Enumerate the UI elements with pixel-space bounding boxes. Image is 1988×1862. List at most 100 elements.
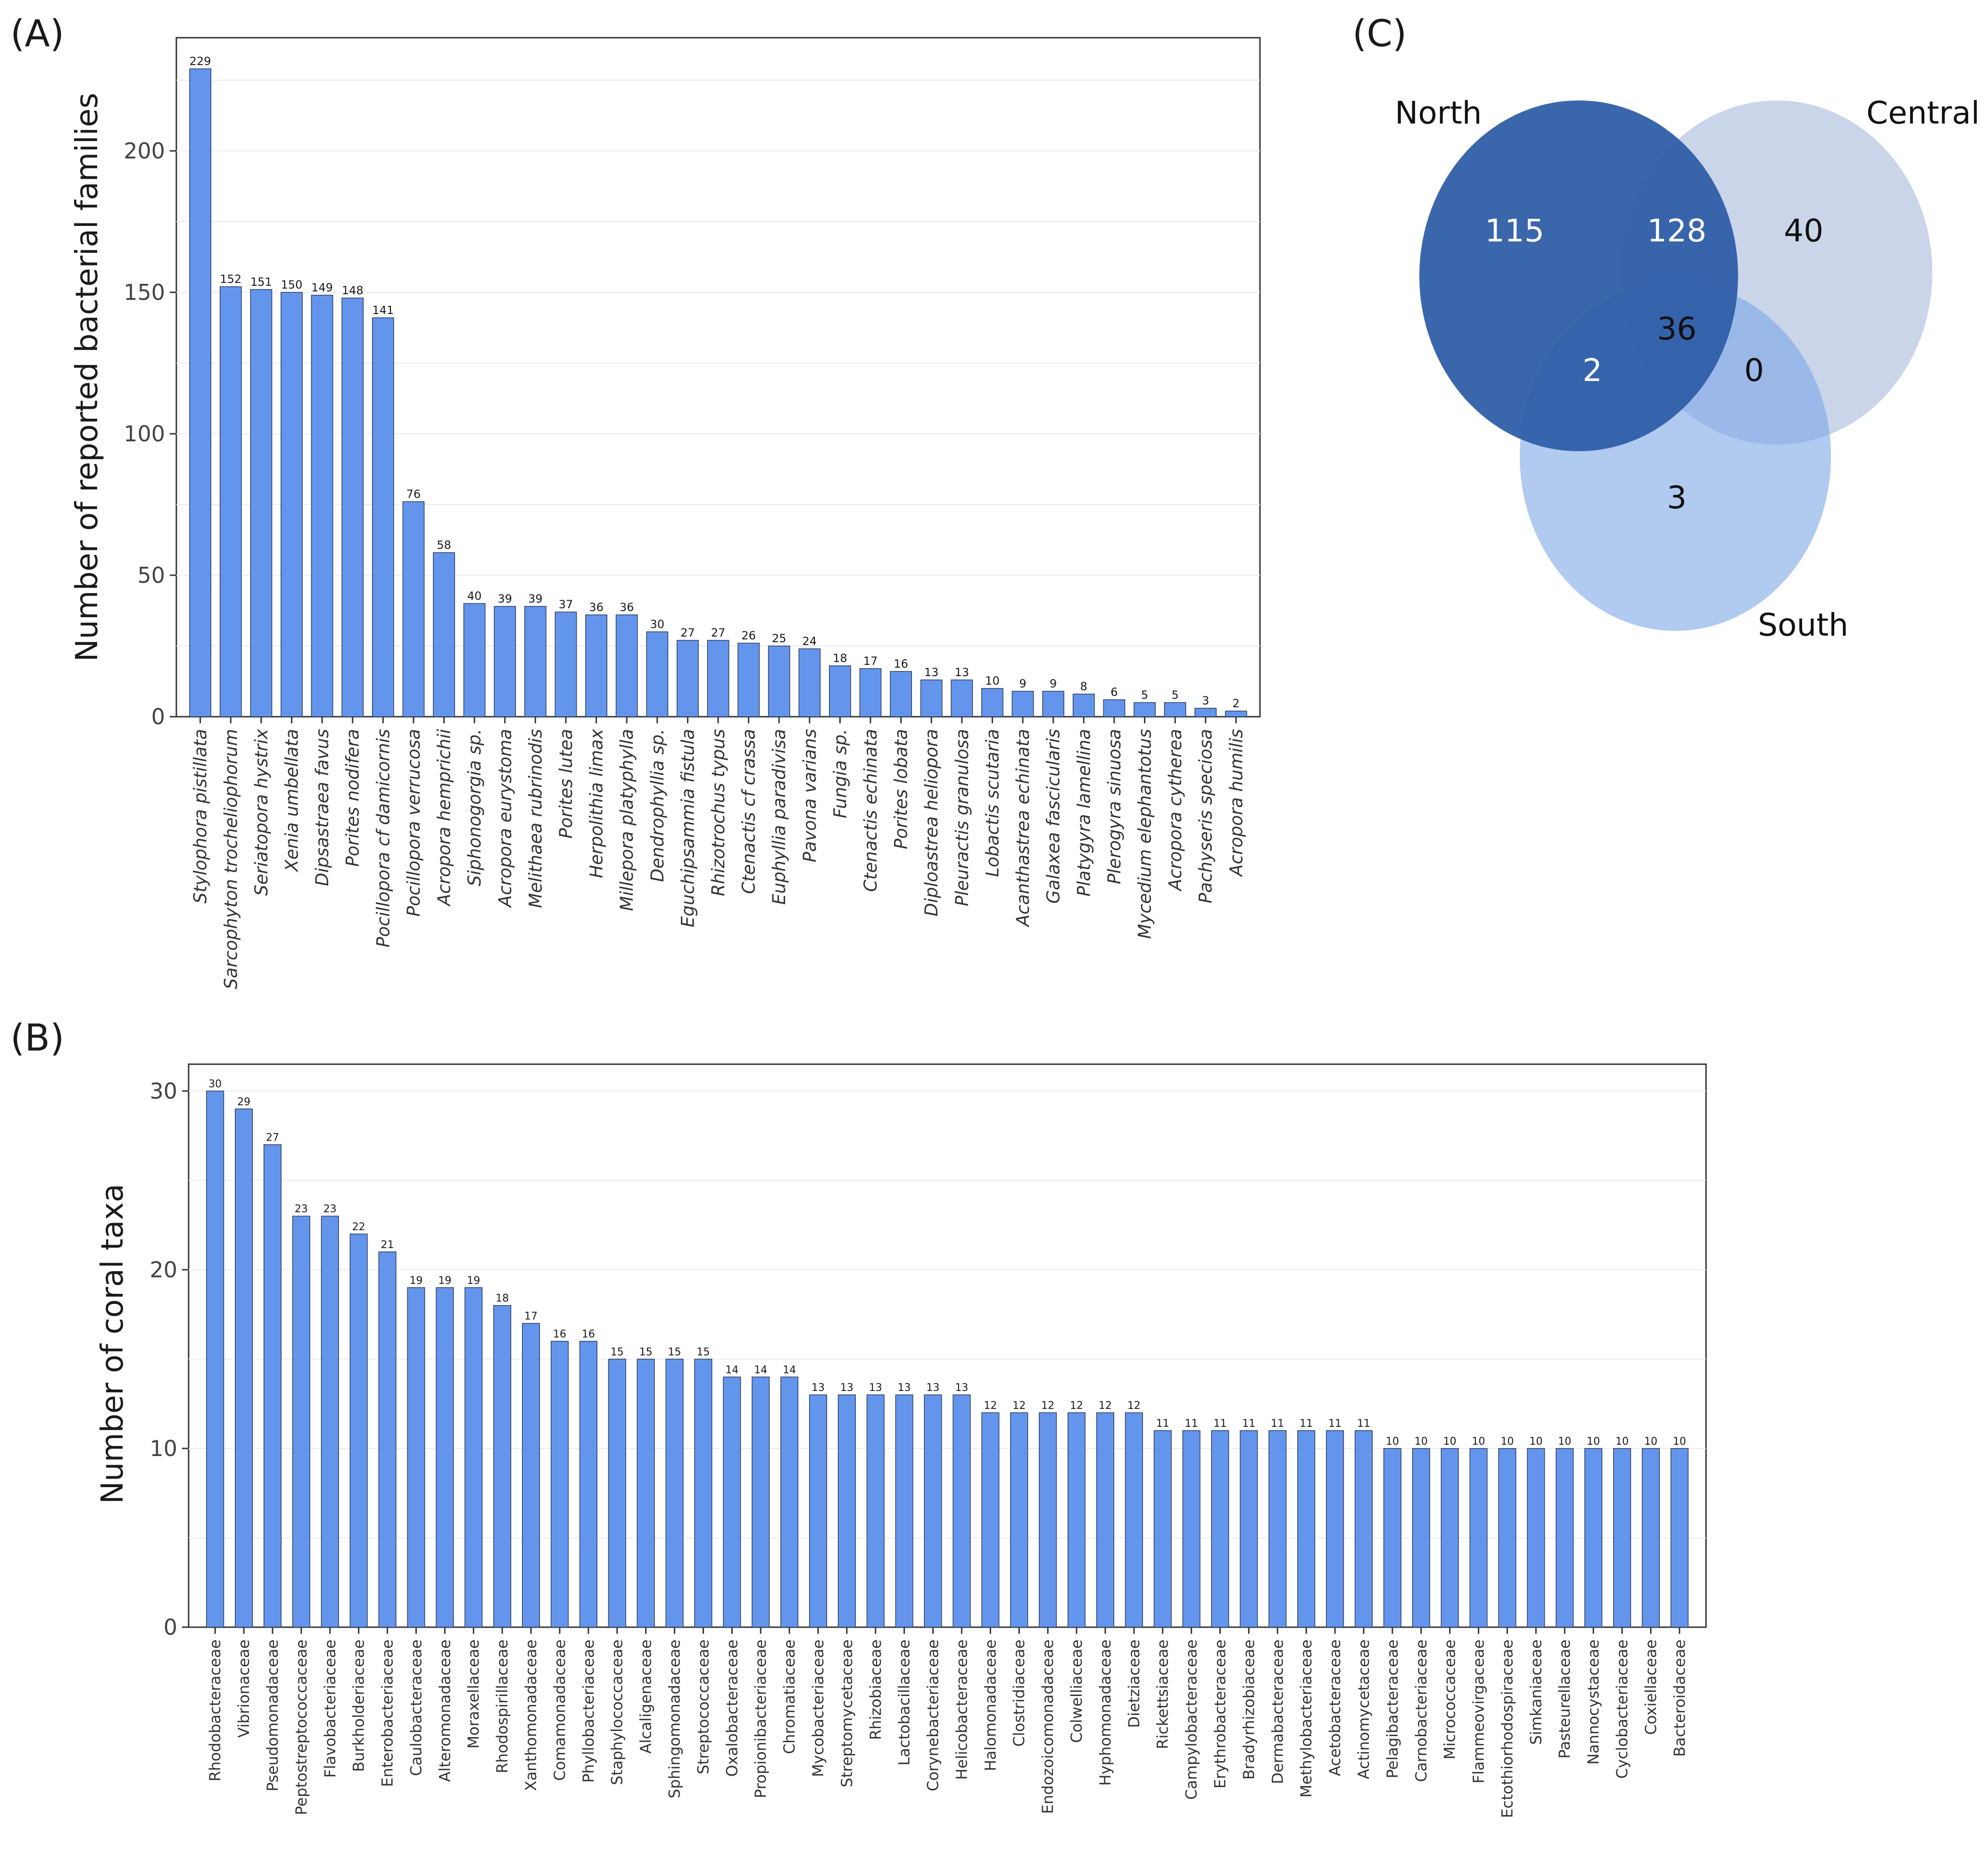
venn-count-north-south: 2 — [1582, 352, 1602, 389]
bar — [579, 1341, 597, 1628]
bar — [723, 1376, 741, 1628]
bar — [555, 612, 577, 717]
bar-value-label: 13 — [955, 666, 969, 679]
bar — [737, 643, 760, 717]
y-tick-label: 0 — [164, 1614, 177, 1640]
bar-value-label: 13 — [927, 1382, 940, 1394]
x-tick-label: Alcaligenaceae — [637, 1639, 655, 1754]
bar-value-label: 15 — [611, 1346, 624, 1358]
x-tick-label: Micrococcaceae — [1441, 1639, 1459, 1760]
bar — [1039, 1412, 1057, 1628]
x-tick-label: Dendrophyllia sp. — [647, 729, 668, 882]
x-tick-label: Dietziaceae — [1125, 1639, 1143, 1728]
bar-value-label: 15 — [668, 1346, 681, 1358]
venn-count-central-only: 40 — [1784, 213, 1823, 249]
chart-a-y-axis-title: Number of reported bacterial families — [70, 93, 105, 662]
venn-label-south: South — [1758, 607, 1848, 643]
chart-b-y-axis: 0 10 20 30 — [149, 1078, 189, 1640]
bar — [1096, 1412, 1114, 1628]
bar-value-label: 13 — [869, 1382, 882, 1394]
x-tick-label: Bradyrhizobiaceae — [1240, 1639, 1258, 1780]
x-tick-label: Carnobacteriaceae — [1412, 1639, 1430, 1782]
x-tick-label: Pavona varians — [800, 729, 820, 862]
bar-value-label: 150 — [281, 278, 303, 291]
chart-b-y-axis-title: Number of coral taxa — [95, 1184, 130, 1504]
bar-value-label: 10 — [1415, 1436, 1428, 1448]
y-tick-label: 10 — [149, 1436, 177, 1461]
venn-count-north-only: 115 — [1485, 213, 1544, 249]
bar — [1297, 1430, 1316, 1628]
bar-value-label: 26 — [741, 629, 756, 642]
bar — [1225, 711, 1247, 717]
bar — [1042, 691, 1065, 717]
x-tick-label: Staphylococcaceae — [608, 1639, 626, 1785]
bar — [1326, 1430, 1344, 1628]
bar-value-label: 10 — [1443, 1436, 1457, 1448]
bar-value-label: 149 — [311, 281, 333, 294]
bar-value-label: 2 — [1233, 697, 1240, 710]
bar-value-label: 151 — [250, 275, 272, 289]
bar-value-label: 29 — [237, 1096, 250, 1108]
chart-b-x-axis: Rhodobacteraceae Vibrionaceae Pseudomonada… — [206, 1627, 1689, 1818]
panel-label-a: (A) — [10, 13, 64, 55]
x-tick-label: Vibrionaceae — [235, 1639, 253, 1738]
x-tick-label: Moraxellaceae — [464, 1639, 482, 1749]
bar — [433, 552, 455, 717]
x-tick-label: Plerogyra sinuosa — [1104, 729, 1125, 884]
x-tick-label: Sphingomonadaceae — [666, 1639, 684, 1798]
x-tick-label: Acropora eurystoma — [495, 729, 515, 908]
bar — [1354, 1430, 1373, 1628]
x-tick-label: Halomonadaceae — [981, 1639, 999, 1771]
bar-value-label: 19 — [409, 1275, 422, 1287]
venn-label-north: North — [1395, 95, 1482, 131]
x-tick-label: Erythrobacteraceae — [1211, 1639, 1229, 1788]
x-tick-label: Flammeovirgaceae — [1470, 1639, 1488, 1783]
bar — [1268, 1430, 1287, 1628]
bar — [1072, 694, 1095, 717]
bar-value-label: 13 — [812, 1382, 825, 1394]
bar-value-label: 23 — [323, 1203, 337, 1215]
bar-value-label: 21 — [381, 1239, 394, 1251]
y-tick-label: 100 — [124, 421, 165, 447]
x-tick-label: Colwelliaceae — [1068, 1639, 1085, 1743]
x-tick-label: Chromatiaceae — [780, 1639, 798, 1754]
panel-label-b: (B) — [10, 1017, 64, 1059]
venn-count-south-only: 3 — [1667, 480, 1687, 516]
bar-value-label: 10 — [1673, 1436, 1686, 1448]
x-tick-label: Xenia umbellata — [282, 729, 302, 872]
x-tick-label: Pasteurellaceae — [1556, 1639, 1574, 1759]
bar-value-label: 6 — [1110, 686, 1118, 699]
bar-value-label: 10 — [985, 674, 1000, 687]
chart-b-plot-frame — [188, 1063, 1707, 1628]
bar-value-label: 15 — [696, 1346, 710, 1358]
bar — [809, 1394, 827, 1628]
x-tick-label: Corynebacteriaceae — [924, 1639, 942, 1791]
bar-value-label: 13 — [898, 1382, 911, 1394]
bar — [859, 668, 882, 717]
x-tick-label: Porites lutea — [556, 729, 576, 838]
bar-value-label: 11 — [1242, 1418, 1255, 1430]
x-tick-label: Lobactis scutaria — [982, 729, 1002, 877]
bar — [1613, 1448, 1632, 1628]
bar-value-label: 16 — [894, 657, 908, 670]
y-tick-label: 0 — [151, 704, 165, 729]
bar-value-label: 5 — [1171, 688, 1178, 702]
x-tick-label: Nannocystaceae — [1584, 1639, 1602, 1765]
x-tick-label: Siphonogorgia sp. — [464, 729, 485, 886]
bar — [646, 631, 669, 717]
bar-value-label: 17 — [863, 654, 878, 668]
bar — [311, 295, 333, 717]
x-tick-label: Coxiellaceae — [1642, 1639, 1660, 1735]
bar-value-label: 11 — [1213, 1418, 1226, 1430]
chart-b-value-labels: 30 29 27 23 23 22 21 19 19 19 18 17 16 16 15 15 15 15 14 14… — [208, 1078, 1686, 1448]
bar-value-label: 11 — [1328, 1418, 1342, 1430]
x-tick-label: Endozoicomonadaceae — [1039, 1639, 1057, 1814]
x-tick-label: Diploastrea heliopora — [921, 729, 942, 916]
bar — [768, 645, 790, 717]
bar-value-label: 13 — [924, 666, 939, 679]
bar — [829, 665, 851, 717]
x-tick-label: Propionibacteriaceae — [752, 1639, 770, 1798]
bar-value-label: 30 — [208, 1078, 222, 1090]
x-tick-label: Actinomycetaceae — [1355, 1639, 1373, 1779]
